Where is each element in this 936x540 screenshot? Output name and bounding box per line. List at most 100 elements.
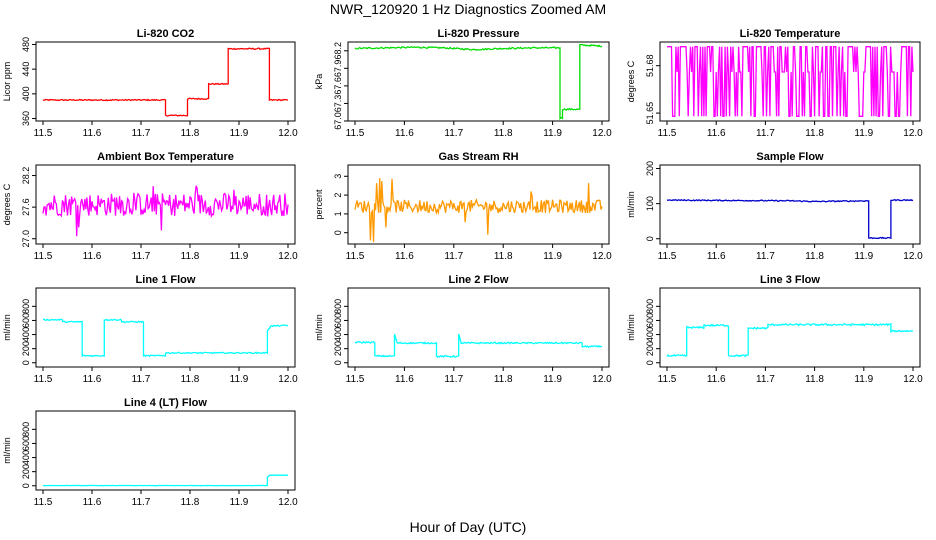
x-tick-label: 11.8 (494, 251, 513, 262)
y-tick-label: 200 (21, 464, 31, 479)
y-tick-label: 28.2 (21, 167, 31, 185)
plot-frame (35, 41, 296, 122)
panel-4: Gas Stream RH 0 1 2 3 percent 11.5 11.6 11.7 11.8… (314, 151, 612, 262)
y-tick-label: 400 (645, 327, 655, 342)
y-axis-label: ml/min (2, 437, 12, 464)
y-tick-label: 1 (333, 211, 343, 216)
x-tick-label: 11.6 (707, 374, 726, 385)
x-tick-label: 11.8 (181, 374, 200, 385)
x-tick-label: 11.9 (854, 128, 873, 139)
x-tick-label: 11.6 (707, 251, 726, 262)
x-tick-label: 11.7 (132, 374, 151, 385)
y-axis-label: degrees C (626, 60, 636, 102)
x-tick-label: 11.6 (395, 374, 414, 385)
series-line (42, 47, 288, 117)
x-tick-label: 11.7 (132, 251, 151, 262)
x-tick-label: 11.5 (34, 497, 53, 508)
series-line (666, 322, 914, 358)
y-axis-label: kPa (314, 74, 324, 90)
x-tick-label: 11.7 (756, 251, 775, 262)
x-tick-label: 11.8 (494, 128, 513, 139)
y-tick-label: 3 (333, 174, 343, 179)
y-tick-label: 800 (333, 299, 343, 314)
y-axis-label: ml/min (626, 314, 636, 341)
panel-3: Ambient Box Temperature 27.0 27.6 28.2 degre… (2, 151, 298, 262)
series-line (354, 178, 603, 243)
series-line (42, 185, 289, 237)
x-tick-label: 11.5 (34, 128, 53, 139)
y-tick-label: 800 (21, 422, 31, 437)
panel-title: Line 1 Flow (136, 274, 196, 286)
x-tick-label: 11.7 (444, 128, 463, 139)
x-tick-label: 12.0 (278, 497, 298, 508)
series-line (667, 198, 914, 240)
plot-frame (659, 164, 921, 245)
series-line (43, 474, 289, 487)
y-tick-label: 51.65 (645, 102, 655, 125)
x-tick-label: 11.8 (805, 128, 824, 139)
series-line (354, 333, 603, 358)
x-tick-label: 11.6 (395, 251, 414, 262)
x-tick-label: 11.5 (658, 374, 677, 385)
x-tick-label: 11.8 (805, 251, 824, 262)
x-tick-label: 11.7 (756, 128, 775, 139)
x-tick-label: 11.8 (494, 374, 513, 385)
y-tick-label: 360 (21, 111, 31, 126)
y-axis-label: Licor ppm (2, 62, 12, 102)
y-tick-label: 600 (645, 313, 655, 328)
y-tick-label: 600 (21, 313, 31, 328)
y-tick-label: 400 (21, 86, 31, 101)
x-tick-label: 11.9 (230, 251, 249, 262)
y-tick-label: 800 (21, 299, 31, 314)
plot-frame (35, 410, 296, 491)
x-tick-label: 11.9 (543, 251, 562, 262)
y-axis-label: ml/min (626, 191, 636, 218)
x-tick-label: 11.9 (230, 374, 249, 385)
y-tick-label: 2 (333, 193, 343, 198)
plot-frame (347, 41, 610, 122)
y-tick-label: 440 (21, 62, 31, 77)
panel-title: Line 2 Flow (449, 274, 509, 286)
series-line (42, 318, 289, 358)
x-tick-label: 11.9 (543, 374, 562, 385)
plot-frame (659, 287, 921, 368)
x-tick-label: 11.6 (83, 497, 102, 508)
panel-5: Sample Flow 0 100 200 ml/min 11.5 11.6 11.7 11.8… (626, 151, 923, 262)
y-tick-label: 200 (333, 341, 343, 356)
y-tick-label: 67.0 (333, 112, 343, 130)
x-tick-label: 11.9 (230, 128, 249, 139)
x-tick-label: 12.0 (592, 374, 612, 385)
y-tick-label: 0 (21, 360, 31, 365)
y-tick-label: 68.2 (333, 42, 343, 60)
y-tick-label: 67.6 (333, 77, 343, 95)
plot-frame (347, 287, 610, 368)
y-tick-label: 100 (645, 196, 655, 211)
y-tick-label: 27.0 (21, 230, 31, 248)
panel-title: Li-820 Pressure (438, 28, 520, 40)
y-tick-label: 67.9 (333, 60, 343, 78)
y-axis-label: ml/min (2, 314, 12, 341)
panel-title: Line 4 (LT) Flow (124, 397, 207, 409)
panel-2: Li-820 Temperature 51.65 51.68 degrees C 11.… (626, 28, 923, 139)
y-tick-label: 0 (645, 360, 655, 365)
x-tick-label: 11.8 (181, 497, 200, 508)
x-tick-label: 12.0 (592, 251, 612, 262)
y-tick-label: 480 (21, 37, 31, 52)
figure-title: NWR_120920 1 Hz Diagnostics Zoomed AM (329, 1, 607, 17)
y-tick-label: 200 (645, 161, 655, 176)
y-axis-label: degrees C (2, 183, 12, 225)
x-tick-label: 11.5 (346, 251, 365, 262)
x-tick-label: 11.7 (132, 128, 151, 139)
y-tick-label: 600 (333, 313, 343, 328)
x-tick-label: 11.7 (444, 374, 463, 385)
panel-title: Ambient Box Temperature (97, 151, 234, 163)
x-tick-label: 11.6 (707, 128, 726, 139)
series-line (354, 43, 603, 120)
x-tick-label: 11.9 (230, 497, 249, 508)
x-tick-label: 11.5 (34, 251, 53, 262)
y-tick-label: 0 (21, 483, 31, 488)
x-tick-label: 11.7 (756, 374, 775, 385)
x-tick-label: 11.8 (805, 374, 824, 385)
